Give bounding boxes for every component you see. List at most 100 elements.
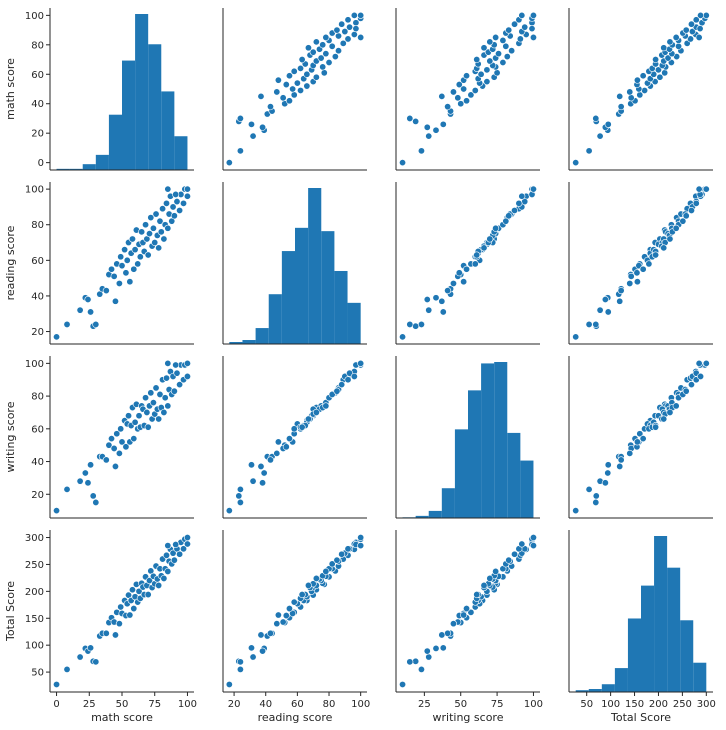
- y-tick-label: 0: [38, 158, 44, 169]
- scatter-point: [339, 39, 347, 47]
- scatter-point: [322, 402, 330, 410]
- scatter-point: [463, 265, 471, 273]
- scatter-point: [652, 56, 660, 64]
- histogram-bar: [69, 168, 83, 170]
- scatter-point: [144, 591, 152, 599]
- scatter-point: [157, 228, 165, 236]
- scatter-point: [473, 56, 481, 64]
- scatter-point: [444, 629, 452, 637]
- scatter-point: [687, 381, 695, 389]
- scatter-point: [357, 542, 365, 550]
- histogram-bar: [108, 114, 122, 170]
- scatter-point: [289, 85, 297, 93]
- scatter-point: [297, 86, 305, 94]
- scatter-point: [163, 374, 171, 382]
- scatter-point: [236, 658, 244, 666]
- y-axis-label: math score: [4, 58, 17, 120]
- scatter-point: [285, 605, 293, 613]
- scatter-point: [695, 359, 703, 367]
- scatter-point: [333, 556, 341, 564]
- scatter-point: [115, 279, 123, 287]
- scatter-point: [249, 132, 257, 140]
- scatter-point: [633, 76, 641, 84]
- scatter-point: [172, 361, 180, 369]
- x-tick-label: 60: [291, 699, 304, 710]
- scatter-point: [312, 73, 320, 81]
- scatter-point: [293, 79, 301, 87]
- scatter-point: [249, 477, 257, 485]
- scatter-point: [273, 88, 281, 96]
- scatter-point: [467, 91, 475, 99]
- x-tick-label: 0: [53, 699, 59, 710]
- scatter-point: [304, 415, 312, 423]
- histogram-bar: [308, 188, 322, 344]
- histogram-bar: [575, 690, 589, 692]
- scatter-point: [236, 665, 244, 673]
- scatter-point: [297, 64, 305, 72]
- scatter-point: [142, 221, 150, 229]
- scatter-point: [604, 461, 612, 469]
- scatter-point: [626, 88, 634, 96]
- histogram-bar: [601, 684, 615, 692]
- x-tick-label: 50: [580, 699, 593, 710]
- scatter-point: [585, 147, 593, 155]
- scatter-point: [702, 359, 710, 367]
- scatter-point: [105, 441, 113, 449]
- scatter-point: [511, 206, 519, 214]
- scatter-point: [135, 587, 143, 595]
- scatter-point: [696, 25, 704, 33]
- scatter-point: [143, 408, 151, 416]
- x-tick-label: 100: [601, 699, 620, 710]
- scatter-point: [467, 608, 475, 616]
- scatter-point: [76, 477, 84, 485]
- scatter-point: [102, 629, 110, 637]
- scatter-point: [463, 97, 471, 105]
- scatter-point: [164, 359, 172, 367]
- scatter-point: [152, 210, 160, 218]
- scatter-point: [572, 507, 580, 515]
- scatter-point: [317, 54, 325, 62]
- scatter-point: [136, 253, 144, 261]
- scatter-point: [406, 658, 414, 666]
- scatter-point: [463, 605, 471, 613]
- scatter-point: [346, 23, 354, 31]
- y-axis-label: reading score: [4, 225, 17, 300]
- y-tick-label: 20: [31, 327, 44, 338]
- x-tick-label: 40: [259, 699, 272, 710]
- scatter-point: [499, 58, 507, 66]
- scatter-point: [399, 680, 407, 688]
- histogram-bar: [627, 618, 641, 692]
- scatter-point: [406, 114, 414, 122]
- scatter-point: [247, 461, 255, 469]
- scatter-point: [645, 260, 653, 268]
- scatter-point: [309, 48, 317, 56]
- scatter-point: [672, 33, 680, 41]
- scatter-point: [480, 581, 488, 589]
- scatter-point: [335, 32, 343, 40]
- histogram-bar: [82, 164, 96, 170]
- scatter-point: [257, 462, 265, 470]
- y-tick-label: 250: [25, 560, 44, 571]
- histogram-bar: [654, 536, 668, 692]
- scatter-point: [616, 297, 624, 305]
- scatter-point: [130, 265, 138, 273]
- scatter-point: [53, 333, 61, 341]
- y-tick-label: 60: [31, 424, 44, 435]
- scatter-point: [160, 408, 168, 416]
- scatter-point: [225, 680, 233, 688]
- scatter-point: [660, 44, 668, 52]
- scatter-point: [273, 449, 281, 457]
- scatter-point: [84, 295, 92, 303]
- scatter-point: [335, 47, 343, 55]
- histogram-bar: [148, 44, 162, 170]
- scatter-point: [164, 185, 172, 193]
- scatter-point: [282, 81, 290, 89]
- scatter-point: [682, 212, 690, 220]
- scatter-point: [325, 58, 333, 66]
- scatter-point: [144, 423, 152, 431]
- scatter-point: [633, 278, 641, 286]
- scatter-point: [338, 550, 346, 558]
- scatter-point: [471, 86, 479, 94]
- scatter-point: [87, 461, 95, 469]
